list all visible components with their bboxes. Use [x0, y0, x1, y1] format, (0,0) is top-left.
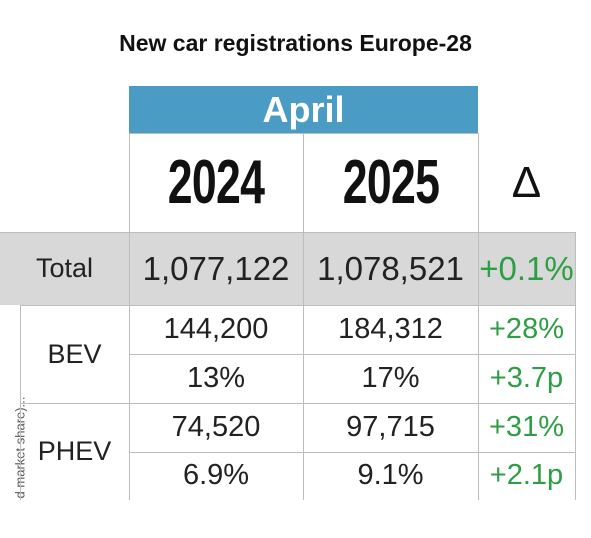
column-line — [20, 305, 21, 500]
total-background — [0, 232, 575, 305]
column-line — [303, 133, 304, 500]
year-header: 2024 — [129, 133, 303, 232]
year-header: 2025 — [303, 133, 478, 232]
column-line — [575, 232, 576, 500]
row-line — [20, 403, 575, 404]
value-cell: 184,312 — [338, 313, 443, 345]
row-line — [129, 451, 575, 453]
column-line — [129, 133, 130, 500]
value-cell: 74,520 — [171, 410, 261, 443]
column-line — [478, 133, 479, 500]
delta-cell: +28% — [489, 313, 564, 345]
row-line — [129, 133, 478, 134]
row-label: Total — [35, 253, 94, 283]
delta-header: Δ — [511, 157, 542, 207]
title: New car registrations Europe-28 — [119, 30, 472, 56]
row-line — [20, 305, 575, 306]
month-header: April — [129, 86, 478, 133]
year-text: 2025 — [342, 148, 439, 217]
delta-cell: +31% — [489, 410, 564, 443]
delta-cell: +0.1% — [479, 249, 574, 287]
row-label: PHEV — [37, 436, 112, 466]
page: New car registrations Europe-28 April 20… — [0, 30, 576, 500]
value-cell: 1,078,521 — [317, 249, 464, 287]
row-line — [0, 232, 575, 233]
value-cell: 144,200 — [163, 313, 269, 345]
value-cell: 17% — [361, 362, 420, 394]
value-cell: 97,715 — [346, 410, 435, 443]
row-label: BEV — [47, 338, 102, 369]
delta-cell: +2.1p — [489, 459, 564, 492]
value-cell: 1,077,122 — [142, 249, 290, 287]
value-cell: 6.9% — [182, 459, 250, 492]
delta-cell: +3.7p — [489, 362, 564, 394]
value-cell: 13% — [186, 362, 246, 394]
value-cell: 9.1% — [357, 459, 424, 492]
year-text: 2024 — [167, 148, 265, 217]
row-line — [129, 354, 575, 355]
